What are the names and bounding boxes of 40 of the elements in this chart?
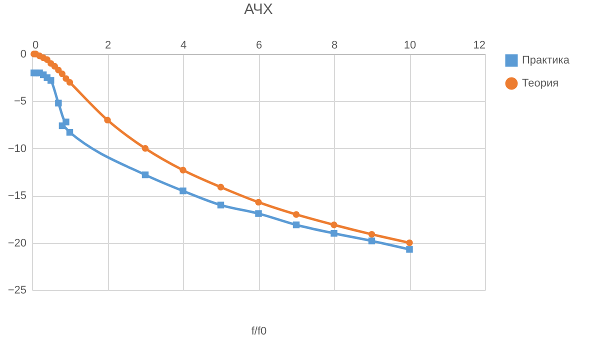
point xyxy=(142,145,149,152)
point xyxy=(104,116,111,124)
y-tick-label: 0 xyxy=(20,48,26,60)
y-tick-label: −25 xyxy=(8,284,26,296)
point xyxy=(255,210,262,217)
point xyxy=(368,238,376,244)
point xyxy=(48,77,54,84)
y-tick-label: −20 xyxy=(8,237,26,250)
x-tick-label: 6 xyxy=(256,40,262,52)
x-tick-label: 4 xyxy=(180,40,187,52)
x-axis-title: f/f0 xyxy=(251,326,267,338)
point xyxy=(368,230,376,238)
point xyxy=(217,184,224,190)
legend-label: Практика xyxy=(522,54,570,66)
chart-title: АЧХ xyxy=(244,1,273,18)
point xyxy=(406,239,413,246)
x-tick-label: 10 xyxy=(404,40,416,52)
y-tick-label: −10 xyxy=(8,142,26,155)
point xyxy=(292,211,300,218)
x-tick-label: 12 xyxy=(473,40,486,52)
point xyxy=(180,166,186,174)
point xyxy=(66,78,74,86)
point xyxy=(217,202,224,208)
x-tick-label: 8 xyxy=(331,40,338,52)
x-tick-label: 0 xyxy=(32,40,39,52)
point xyxy=(142,171,149,178)
point xyxy=(55,100,62,106)
y-tick-label: −5 xyxy=(14,96,26,108)
point xyxy=(406,246,413,253)
point xyxy=(58,70,66,78)
point xyxy=(180,188,186,194)
point xyxy=(66,129,74,136)
y-tick-label: −15 xyxy=(8,190,26,202)
point xyxy=(292,222,300,228)
point xyxy=(255,198,262,206)
point xyxy=(330,230,338,237)
point xyxy=(330,222,338,228)
legend-label: Теория xyxy=(522,78,559,90)
x-tick-label: 2 xyxy=(104,40,112,52)
point xyxy=(58,122,66,130)
